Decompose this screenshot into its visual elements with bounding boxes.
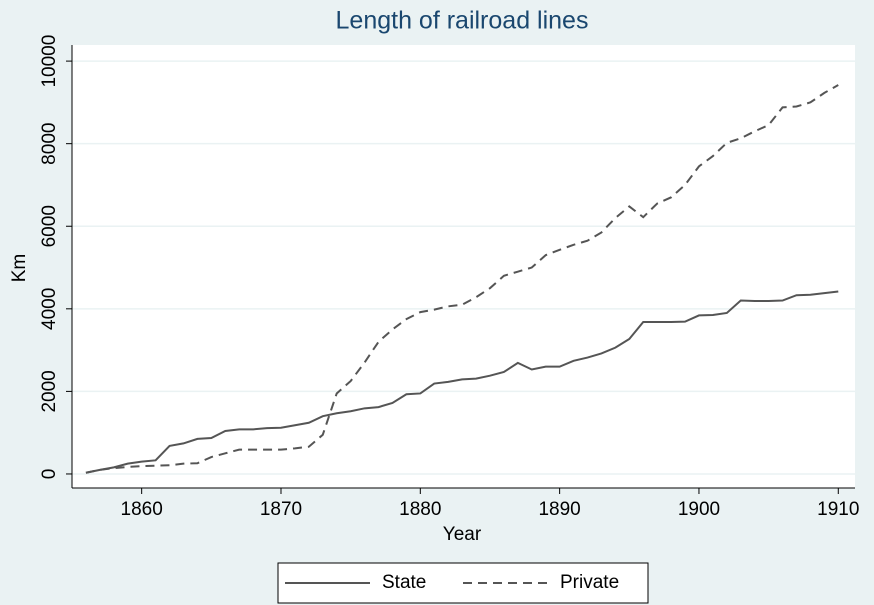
x-tick-label: 1890 (538, 499, 580, 520)
y-tick-label: 8000 (39, 123, 60, 165)
x-tick-label: 1860 (121, 499, 163, 520)
y-tick-label: 0 (39, 469, 60, 480)
series-line (85, 290, 839, 474)
chart-title: Length of railroad lines (336, 7, 589, 35)
plot-area (72, 45, 855, 488)
x-tick-label: 1900 (678, 499, 720, 520)
y-tick-label: 2000 (39, 370, 60, 412)
legend-label: State (382, 572, 426, 593)
x-axis-label: Year (443, 524, 482, 545)
series-line (85, 84, 839, 474)
x-tick-label: 1910 (817, 499, 859, 520)
y-tick-label: 6000 (39, 205, 60, 247)
y-axis-label: Km (9, 254, 30, 283)
y-tick-label: 4000 (39, 288, 60, 330)
x-tick-label: 1870 (260, 499, 302, 520)
x-tick-label: 1880 (399, 499, 441, 520)
legend-label: Private (560, 572, 619, 593)
y-tick-label: 10000 (39, 35, 60, 88)
